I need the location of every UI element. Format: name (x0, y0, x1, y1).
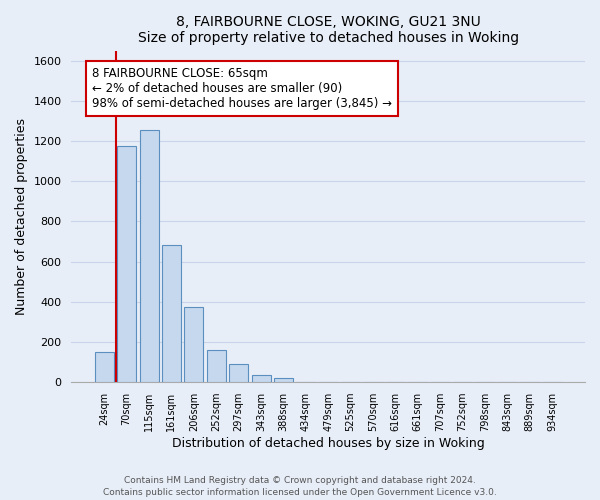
Bar (117, 146, 136, 382)
Text: Contains HM Land Registry data © Crown copyright and database right 2024.
Contai: Contains HM Land Registry data © Crown c… (103, 476, 497, 497)
Bar (162, 244, 181, 382)
Title: 8, FAIRBOURNE CLOSE, WOKING, GU21 3NU
Size of property relative to detached hous: 8, FAIRBOURNE CLOSE, WOKING, GU21 3NU Si… (137, 15, 519, 45)
Bar (251, 375, 271, 382)
Bar (207, 350, 226, 382)
Bar (140, 130, 158, 382)
Bar (274, 378, 293, 382)
Text: 8 FAIRBOURNE CLOSE: 65sqm
← 2% of detached houses are smaller (90)
98% of semi-d: 8 FAIRBOURNE CLOSE: 65sqm ← 2% of detach… (92, 67, 392, 110)
Bar (184, 307, 203, 382)
Bar (229, 364, 248, 382)
Y-axis label: Number of detached properties: Number of detached properties (15, 118, 28, 315)
X-axis label: Distribution of detached houses by size in Woking: Distribution of detached houses by size … (172, 437, 485, 450)
Bar (95, 352, 114, 382)
